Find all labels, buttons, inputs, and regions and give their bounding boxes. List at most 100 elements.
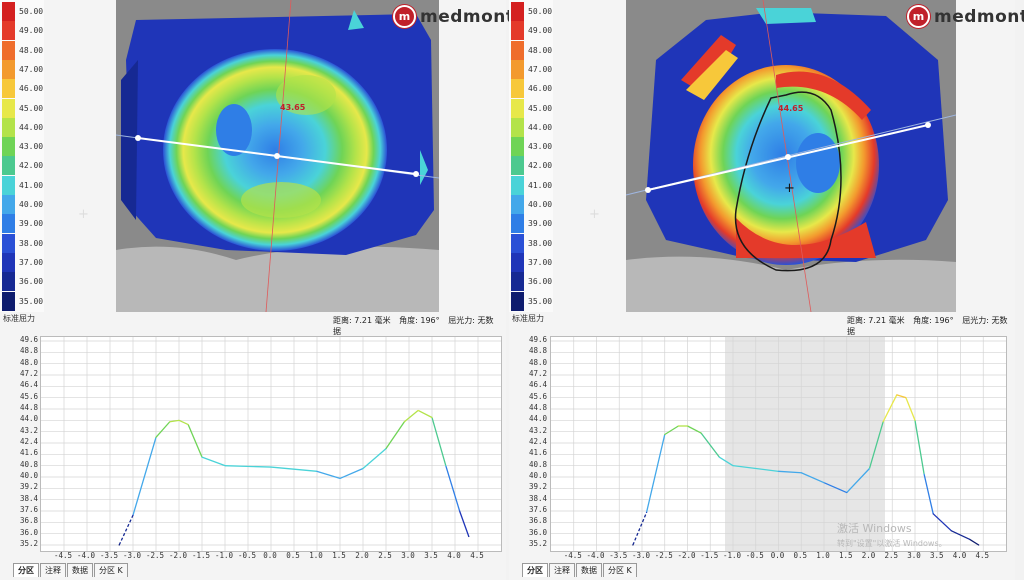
scale-value: 49.00 xyxy=(528,26,553,36)
profile-curve-segment xyxy=(969,538,980,546)
profile-chart[interactable] xyxy=(550,336,1007,552)
x-tick-label: 4.5 xyxy=(470,551,484,560)
profile-chart[interactable] xyxy=(40,336,502,552)
scale-value: 44.00 xyxy=(528,122,553,132)
activation-watermark: 激活 Windows 转到"设置"以激活 Windows。 xyxy=(837,520,947,549)
profile-curve-segment xyxy=(645,434,666,513)
scale-swatch xyxy=(2,291,15,311)
y-tick-label: 44.0 xyxy=(19,414,38,424)
x-tick-label: 0.0 xyxy=(770,551,785,560)
profile-curve-segment xyxy=(270,466,318,472)
scale-swatch xyxy=(511,40,524,60)
y-tick-label: 36.8 xyxy=(19,516,38,526)
profile-point xyxy=(645,511,648,514)
tab-3[interactable]: 分区 K xyxy=(603,563,637,577)
scale-value: 40.00 xyxy=(528,200,553,209)
x-tick-label: -1.0 xyxy=(214,551,234,560)
scale-row: 38.00 xyxy=(0,233,44,253)
distance-info: 距离: 7.21 毫米 xyxy=(333,316,391,325)
scale-swatch xyxy=(511,2,524,21)
scale-row: 38.00 xyxy=(509,233,553,253)
x-tick-label: 1.0 xyxy=(816,551,830,560)
topography-map[interactable]: 44.65 + xyxy=(626,0,956,312)
scale-row: 39.00 xyxy=(509,214,553,234)
scale-row: 35.00 xyxy=(0,291,44,311)
profile-point xyxy=(362,467,364,470)
x-tick-label: 4.0 xyxy=(952,551,967,560)
power-info: 屈光力: 无数据 xyxy=(847,316,1008,336)
y-tick-label: 39.2 xyxy=(19,482,38,492)
y-tick-label: 42.4 xyxy=(528,437,547,446)
scale-row: 48.00 xyxy=(509,40,553,60)
scale-swatch xyxy=(2,40,15,60)
profile-point xyxy=(201,456,203,458)
tab-1[interactable]: 注释 xyxy=(549,563,575,577)
tab-bar: 分区 注释 数据 分区 K xyxy=(522,563,638,577)
tab-2[interactable]: 数据 xyxy=(67,563,93,577)
brand-name: medmont xyxy=(934,6,1024,27)
scale-value: 42.00 xyxy=(19,161,44,171)
logo-icon: m xyxy=(393,5,416,28)
tab-3[interactable]: 分区 K xyxy=(94,563,128,577)
profile-curve-segment xyxy=(362,448,387,469)
profile-curve-segment xyxy=(905,397,916,421)
profile-curve-segment xyxy=(201,456,226,467)
x-tick-label: -2.5 xyxy=(145,551,165,560)
profile-curve-segment xyxy=(923,474,934,514)
scale-row: 40.00 xyxy=(509,195,553,214)
scale-value: 44.00 xyxy=(19,122,44,132)
scale-value: 38.00 xyxy=(19,238,44,248)
x-tick-label: -1.5 xyxy=(700,551,719,560)
y-tick-label: 35.2 xyxy=(528,539,547,548)
scale-swatch xyxy=(2,252,15,272)
scale-value: 50.00 xyxy=(19,7,44,16)
x-tick-label: 1.0 xyxy=(309,551,323,560)
scale-row: 50.00 xyxy=(0,2,44,21)
y-tick-label: 37.6 xyxy=(528,505,547,514)
tab-2[interactable]: 数据 xyxy=(576,563,602,577)
y-tick-label: 44.8 xyxy=(528,403,547,412)
profile-curve-segment xyxy=(339,467,364,480)
profile-curve-segment xyxy=(132,437,157,516)
tab-1[interactable]: 注释 xyxy=(40,563,66,577)
y-tick-label: 44.8 xyxy=(19,403,38,412)
scale-label: 标准屈力 xyxy=(3,314,35,323)
profile-point xyxy=(950,530,952,532)
profile-x-axis: -4.5 -4.0 -3.5 -3.0 -2.5 -2.0 -1.5 -1.0 -0.5 0.0 0… xyxy=(550,551,1005,563)
scale-value: 49.00 xyxy=(19,26,44,36)
scale-swatch xyxy=(511,233,524,253)
x-tick-label: -1.5 xyxy=(191,551,211,560)
scale-value: 41.00 xyxy=(19,180,44,190)
tab-0[interactable]: 分区 xyxy=(13,563,39,577)
y-tick-label: 47.2 xyxy=(19,369,38,378)
scale-value: 41.00 xyxy=(528,180,553,190)
scale-value: 36.00 xyxy=(528,277,553,287)
tab-0[interactable]: 分区 xyxy=(522,563,548,577)
scale-row: 36.00 xyxy=(509,272,553,292)
x-tick-label: 2.0 xyxy=(861,551,876,560)
profile-curve-segment xyxy=(800,472,825,484)
scale-value: 40.00 xyxy=(19,200,44,209)
topography-graphic: 43.65 xyxy=(116,0,439,312)
color-scale: 50.00 49.00 48.00 47.00 46.00 45.00 44.00 43.00… xyxy=(0,0,44,312)
profile-point xyxy=(431,416,433,419)
scale-row: 46.00 xyxy=(0,79,44,99)
scale-swatch xyxy=(511,137,524,157)
scale-value: 46.00 xyxy=(528,84,553,94)
profile-curve-segment xyxy=(700,432,720,458)
topography-map[interactable]: 43.65 xyxy=(116,0,439,312)
profile-curve-segment xyxy=(169,419,180,423)
peak-marker: 43.65 xyxy=(280,103,306,112)
crosshair-icon: + xyxy=(589,207,600,222)
scale-row: 49.00 xyxy=(509,21,553,41)
scale-value: 35.00 xyxy=(19,296,44,306)
y-tick-label: 48.8 xyxy=(528,346,547,356)
profile-point xyxy=(468,535,470,538)
scale-swatch xyxy=(511,59,524,79)
scale-swatch xyxy=(2,79,15,99)
scale-swatch xyxy=(511,252,524,272)
profile-curve-segment xyxy=(719,456,734,467)
profile-point xyxy=(178,419,180,421)
scale-row: 37.00 xyxy=(0,252,44,272)
scale-row: 40.00 xyxy=(0,195,44,214)
